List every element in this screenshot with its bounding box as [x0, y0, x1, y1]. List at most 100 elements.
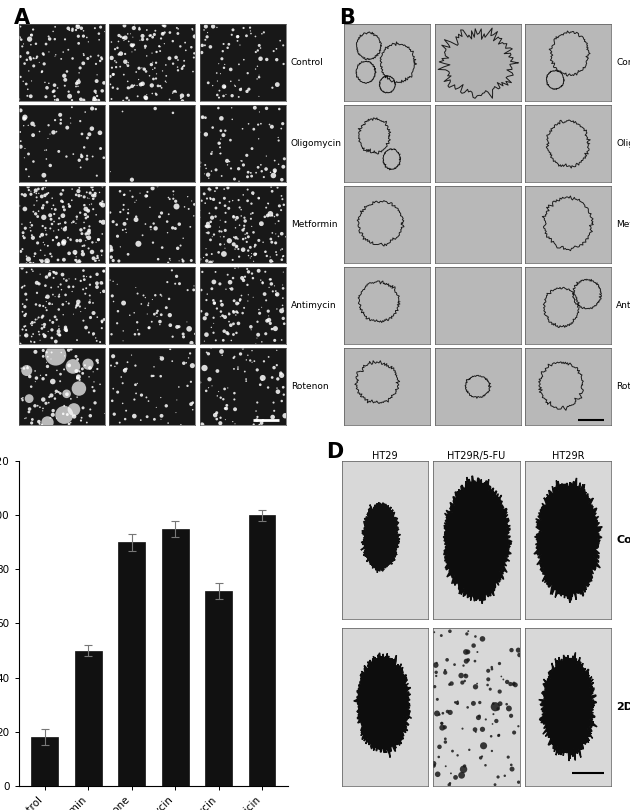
- Point: [227, 283, 237, 296]
- Point: [163, 416, 173, 429]
- Point: [493, 702, 503, 715]
- Point: [48, 25, 58, 38]
- Point: [220, 310, 230, 323]
- Point: [156, 309, 166, 322]
- Point: [52, 313, 62, 326]
- Point: [179, 59, 189, 72]
- Point: [80, 359, 90, 372]
- Point: [273, 230, 284, 243]
- Point: [161, 399, 171, 412]
- Point: [152, 306, 162, 319]
- Point: [80, 302, 90, 315]
- Point: [69, 403, 79, 416]
- Point: [24, 392, 34, 405]
- Point: [120, 32, 130, 45]
- Point: [38, 211, 49, 224]
- Point: [252, 396, 262, 409]
- Point: [241, 29, 251, 42]
- Point: [106, 328, 117, 341]
- Point: [231, 214, 241, 227]
- Point: [55, 368, 66, 381]
- Point: [133, 90, 143, 103]
- Point: [470, 654, 480, 667]
- Point: [230, 243, 240, 256]
- Point: [26, 224, 36, 237]
- Point: [164, 93, 175, 106]
- Point: [202, 226, 212, 239]
- Point: [205, 220, 215, 232]
- Point: [58, 209, 68, 222]
- Point: [471, 680, 481, 693]
- Point: [278, 302, 288, 315]
- Point: [272, 359, 282, 372]
- Point: [238, 224, 248, 237]
- Point: [266, 277, 277, 290]
- Point: [43, 132, 53, 145]
- Point: [187, 23, 197, 36]
- Point: [252, 414, 262, 427]
- Point: [270, 322, 280, 335]
- Point: [240, 365, 250, 378]
- Point: [116, 370, 126, 383]
- Point: [189, 47, 199, 60]
- Point: [218, 393, 228, 406]
- Point: [277, 250, 287, 263]
- Point: [268, 396, 278, 409]
- Point: [32, 194, 42, 207]
- Point: [26, 53, 36, 66]
- Point: [78, 283, 88, 296]
- Point: [236, 210, 246, 223]
- Point: [38, 199, 49, 212]
- Point: [238, 122, 248, 135]
- Point: [216, 112, 226, 125]
- Point: [211, 164, 221, 177]
- Point: [47, 323, 57, 336]
- Point: [71, 23, 81, 36]
- Point: [149, 413, 159, 426]
- Point: [253, 44, 263, 57]
- Point: [125, 309, 135, 322]
- Point: [57, 194, 67, 207]
- Point: [475, 696, 485, 709]
- Point: [487, 744, 497, 757]
- Point: [171, 270, 181, 283]
- Point: [457, 723, 467, 735]
- Text: Oligomycin: Oligomycin: [616, 139, 630, 148]
- Point: [278, 117, 288, 130]
- Point: [43, 290, 53, 303]
- Point: [88, 202, 98, 215]
- Point: [495, 697, 505, 710]
- Point: [243, 279, 253, 292]
- Point: [71, 247, 81, 260]
- Point: [212, 21, 222, 34]
- Point: [186, 336, 197, 349]
- Point: [78, 314, 88, 327]
- Point: [483, 673, 493, 686]
- Point: [183, 190, 193, 203]
- Point: [88, 252, 98, 265]
- Point: [76, 255, 86, 268]
- Point: [165, 318, 175, 331]
- Point: [21, 411, 31, 424]
- Point: [140, 291, 151, 304]
- Point: [74, 66, 84, 79]
- Point: [155, 318, 165, 331]
- Point: [54, 325, 64, 338]
- Point: [188, 65, 198, 78]
- Point: [212, 412, 222, 425]
- Point: [23, 360, 33, 373]
- Point: [84, 128, 94, 141]
- Point: [51, 266, 61, 279]
- Point: [151, 401, 161, 414]
- Point: [113, 386, 123, 399]
- Point: [173, 23, 183, 36]
- Point: [210, 210, 220, 223]
- Point: [66, 416, 76, 429]
- Point: [278, 279, 288, 292]
- Bar: [162, 529, 188, 786]
- Point: [18, 229, 28, 242]
- Point: [280, 409, 290, 422]
- Point: [76, 224, 86, 237]
- Point: [32, 50, 42, 63]
- Point: [225, 275, 235, 288]
